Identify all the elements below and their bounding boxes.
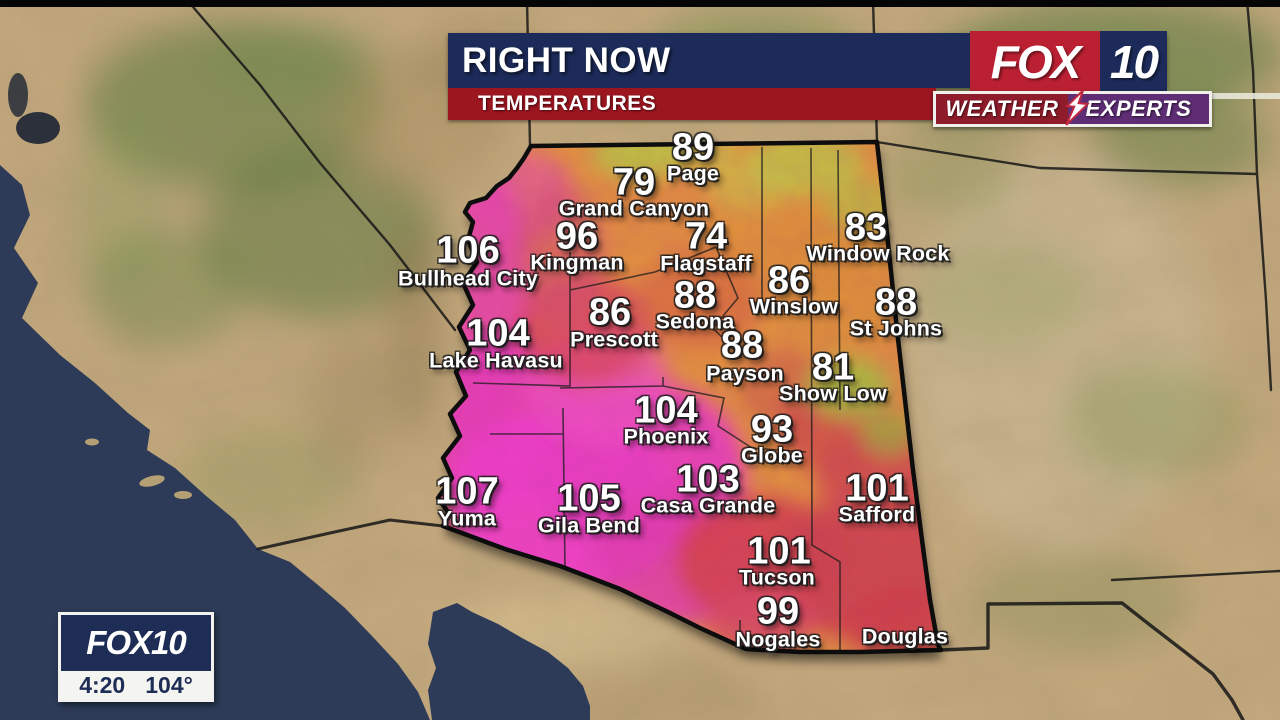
city-name-nogales: Nogales	[735, 627, 821, 652]
bug-temperature: 104°	[145, 671, 193, 698]
weather-badge-left: WEATHER	[936, 94, 1068, 124]
city-name-bullhead-city: Bullhead City	[398, 266, 538, 291]
sf-bay	[16, 112, 60, 144]
city-temp-lake-havasu: 104	[466, 312, 530, 355]
city-temp-gila-bend: 105	[557, 477, 621, 520]
fox10-logo-red-box: FOX	[970, 31, 1100, 92]
arizona-heatmap	[438, 142, 941, 652]
arizona-border	[435, 139, 944, 655]
city-name-yuma: Yuma	[437, 506, 497, 531]
city-temp-window-rock: 83	[844, 206, 888, 249]
city-name-window-rock: Window Rock	[806, 241, 950, 266]
sub-banner: TEMPERATURES	[448, 88, 936, 120]
weather-badge-right: EXPERTS	[1068, 94, 1209, 124]
fox10-logo-blue-box: 10	[1100, 31, 1167, 92]
gulf-of-california	[428, 603, 590, 720]
city-temp-casa-grande: 103	[676, 458, 740, 501]
city-name-grand-canyon: Grand Canyon	[558, 196, 710, 221]
city-name-page: Page	[666, 161, 720, 186]
state-borders	[185, 0, 1280, 720]
city-temp-globe: 93	[750, 408, 794, 451]
city-name-flagstaff: Flagstaff	[660, 251, 752, 276]
city-name-show-low: Show Low	[779, 381, 887, 406]
fox-wordmark: FOX	[990, 35, 1082, 88]
city-temp-phoenix: 104	[634, 389, 698, 432]
city-name-douglas: Douglas	[861, 624, 949, 649]
city-name-prescott: Prescott	[570, 327, 658, 352]
page-title: RIGHT NOW	[462, 40, 671, 80]
city-name-gila-bend: Gila Bend	[537, 513, 641, 538]
city-temp-grand-canyon: 79	[612, 161, 656, 204]
city-temp-winslow: 86	[767, 259, 811, 302]
channel-number: 10	[1109, 35, 1159, 88]
city-name-tucson: Tucson	[738, 565, 816, 590]
sub-banner-label: TEMPERATURES	[478, 92, 657, 115]
station-bug-wordmark: FOX10	[86, 624, 187, 661]
city-temp-nogales: 99	[756, 590, 800, 633]
city-name-sedona: Sedona	[655, 309, 735, 334]
weather-experts-badge: WEATHER EXPERTS	[933, 89, 1212, 127]
city-name-casa-grande: Casa Grande	[640, 493, 776, 518]
city-name-payson: Payson	[706, 361, 784, 386]
city-temp-bullhead-city: 106	[436, 229, 500, 272]
city-name-lake-havasu: Lake Havasu	[429, 348, 563, 373]
city-temp-prescott: 86	[588, 291, 632, 334]
city-temp-safford: 101	[845, 467, 909, 510]
lightning-bolt-icon	[1065, 89, 1090, 126]
city-name-phoenix: Phoenix	[623, 424, 709, 449]
city-temp-tucson: 101	[747, 530, 811, 573]
city-temp-kingman: 96	[555, 215, 599, 258]
bug-time: 4:20	[79, 671, 126, 698]
city-temp-st-johns: 88	[874, 281, 918, 324]
channel-islands	[85, 438, 192, 499]
pacific-ocean	[0, 165, 430, 720]
top-letterbox-bar	[0, 0, 1280, 7]
city-temp-payson: 88	[720, 324, 764, 367]
city-temp-show-low: 81	[811, 346, 855, 389]
city-name-kingman: Kingman	[530, 250, 624, 275]
county-borders	[472, 147, 841, 652]
city-name-winslow: Winslow	[749, 294, 839, 319]
city-name-safford: Safford	[838, 502, 916, 527]
city-temp-sedona: 88	[673, 274, 717, 317]
weather-label: WEATHER	[945, 96, 1059, 121]
station-bug-info: 4:20 104°	[61, 671, 211, 699]
map-light-line	[1206, 93, 1280, 99]
coastal-inlet	[8, 73, 28, 117]
experts-label: EXPERTS	[1085, 96, 1192, 121]
city-temp-yuma: 107	[435, 470, 499, 513]
city-name-st-johns: St Johns	[849, 316, 943, 341]
city-temp-flagstaff: 74	[684, 215, 728, 258]
station-bug-logo: FOX10	[61, 615, 211, 671]
station-bug: FOX10 4:20 104°	[58, 612, 214, 702]
city-temp-page: 89	[671, 126, 715, 169]
city-name-globe: Globe	[741, 443, 803, 468]
